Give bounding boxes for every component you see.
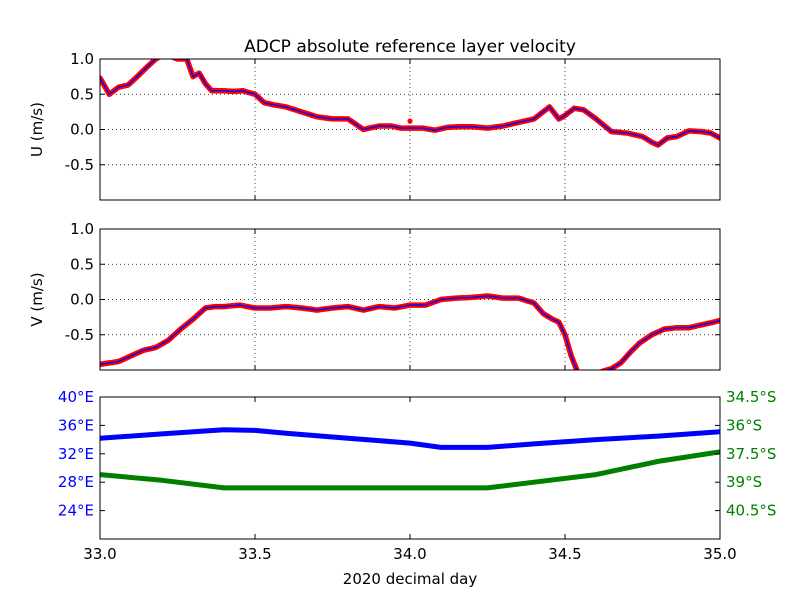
lat-tick-label: 39°S: [726, 473, 762, 491]
x-axis-label: 2020 decimal day: [343, 570, 478, 588]
lon-tick-label: 36°E: [58, 416, 94, 434]
y-tick-label: 0.0: [70, 121, 94, 139]
y-tick-label: 0.0: [70, 291, 94, 309]
lon-tick-label: 32°E: [58, 445, 94, 463]
lat-tick-label: 36°S: [726, 416, 762, 434]
lon-tick-label: 40°E: [58, 388, 94, 406]
lon-tick-label: 28°E: [58, 473, 94, 491]
series-line-v-1: [604, 319, 720, 370]
series-line-lon: [100, 427, 720, 450]
x-tick-label: 33.5: [238, 545, 271, 563]
lat-tick-label: 37.5°S: [726, 445, 776, 463]
lon-tick-label: 24°E: [58, 502, 94, 520]
panels: 1.0 0.5 0.0 -0.5 U (m/s) 1.0 0.5 0.0 -0.5 V (m/s)…: [28, 50, 776, 563]
x-tick-label: 34.0: [393, 545, 426, 563]
y-tick-label: 1.0: [70, 50, 94, 68]
y-tick-label: 0.5: [70, 255, 94, 273]
chart-title: ADCP absolute reference layer velocity: [244, 37, 576, 57]
series-line-u-0: [100, 59, 720, 146]
x-tick-label: 33.0: [83, 545, 116, 563]
panel-v: 1.0 0.5 0.0 -0.5 V (m/s): [28, 220, 721, 371]
series-group-v: [100, 293, 720, 370]
panel-pos: 33.0 33.5 34.0 34.5 35.0 40°E 36°E 32°E 28°E 24°E…: [58, 388, 777, 563]
y-axis-label: V (m/s): [28, 272, 46, 326]
series-group-u: [100, 59, 720, 148]
lat-tick-label: 34.5°S: [726, 388, 776, 406]
y-axis-label: U (m/s): [28, 102, 46, 157]
y-tick-label: -0.5: [65, 156, 94, 174]
y-tick-label: 1.0: [70, 220, 94, 238]
outlier-point: [407, 118, 413, 124]
x-tick-label: 35.0: [703, 545, 736, 563]
x-tick-label: 34.5: [548, 545, 581, 563]
series-line-v-0: [100, 295, 578, 370]
series-line-lat: [100, 449, 720, 491]
y-tick-label: -0.5: [65, 326, 94, 344]
lat-tick-label: 40.5°S: [726, 502, 776, 520]
panel-u: 1.0 0.5 0.0 -0.5 U (m/s): [28, 50, 721, 201]
y-tick-label: 0.5: [70, 85, 94, 103]
series-group-pos: [100, 427, 720, 491]
